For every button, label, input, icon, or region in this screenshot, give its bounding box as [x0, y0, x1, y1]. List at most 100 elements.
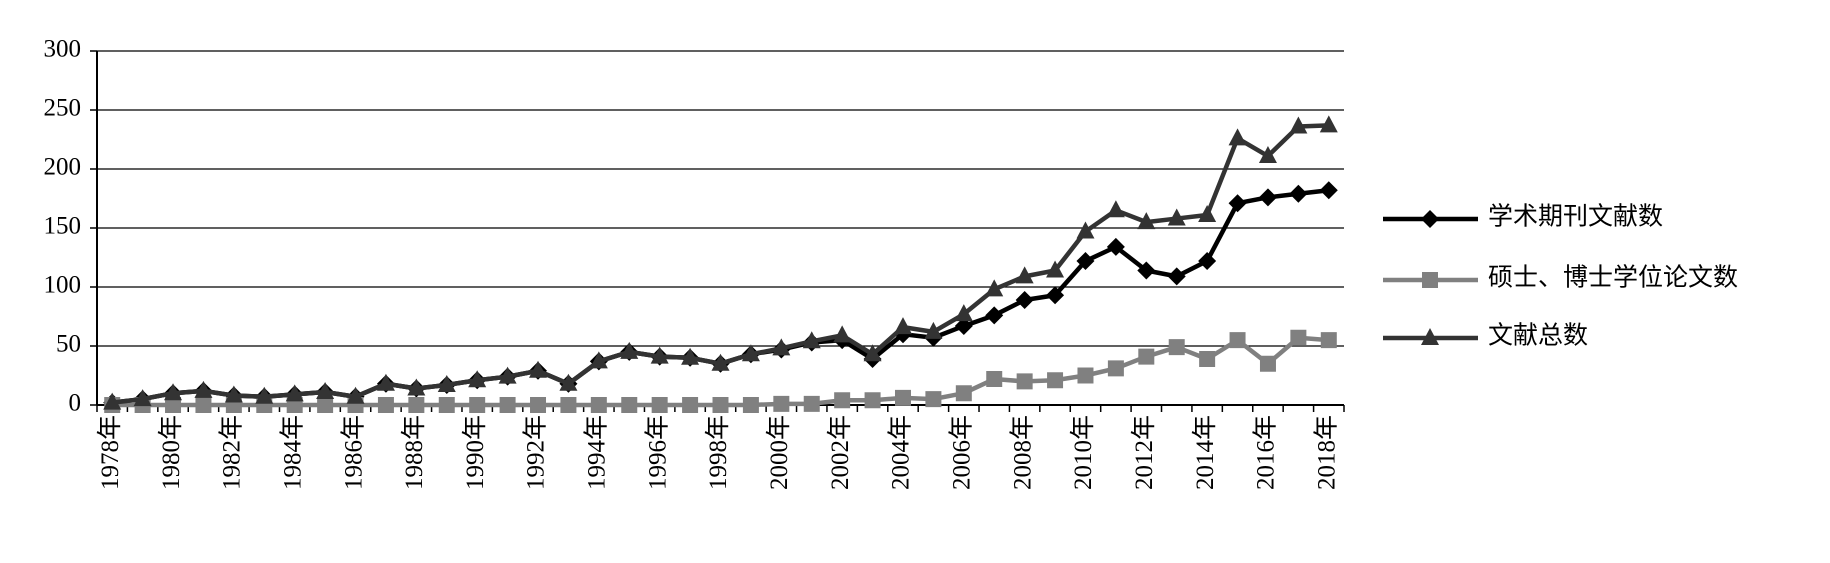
x-tick-label: 2002年 — [826, 415, 854, 490]
point — [833, 325, 852, 343]
point — [682, 397, 699, 413]
point — [893, 317, 912, 335]
point — [864, 392, 881, 409]
y-tick-label: 300 — [44, 36, 82, 63]
point — [1228, 194, 1247, 213]
point — [1137, 212, 1156, 230]
point — [195, 397, 212, 413]
point — [559, 373, 578, 391]
point — [408, 397, 425, 413]
y-tick-label: 0 — [69, 390, 82, 417]
point — [711, 353, 730, 371]
point — [1137, 261, 1156, 280]
x-tick-label: 1990年 — [461, 415, 489, 490]
point — [316, 382, 335, 400]
point — [468, 370, 487, 388]
point — [834, 392, 851, 409]
point — [164, 383, 183, 401]
point — [773, 395, 790, 412]
point — [194, 380, 213, 398]
point — [985, 306, 1004, 325]
point — [712, 397, 729, 413]
point — [741, 344, 760, 362]
point — [103, 392, 122, 410]
point — [650, 346, 669, 364]
x-tick-label: 2006年 — [948, 415, 976, 490]
x-tick-label: 1984年 — [278, 415, 306, 490]
point — [1258, 146, 1277, 164]
point — [1199, 350, 1216, 367]
x-tick-label: 2014年 — [1191, 415, 1219, 490]
point — [986, 371, 1003, 388]
point — [894, 389, 911, 406]
point — [620, 341, 639, 359]
x-tick-label: 1986年 — [339, 415, 367, 490]
x-tick-label: 2012年 — [1130, 415, 1158, 490]
point — [377, 397, 394, 413]
point — [681, 347, 700, 365]
legend-item: 文献总数 — [1383, 322, 1588, 350]
point — [1016, 373, 1033, 390]
point — [772, 338, 791, 356]
y-tick-label: 150 — [44, 213, 82, 240]
point — [529, 360, 548, 378]
point — [1106, 237, 1125, 256]
point — [1076, 221, 1095, 239]
point — [1015, 266, 1034, 284]
point — [499, 397, 516, 413]
point — [437, 374, 456, 392]
x-tick-label: 1978年 — [96, 415, 124, 490]
point — [376, 373, 395, 391]
point — [954, 304, 973, 322]
legend-label: 学术期刊文献数 — [1488, 203, 1663, 231]
point — [985, 279, 1004, 297]
point — [1167, 208, 1186, 226]
series — [103, 181, 1338, 412]
series — [104, 329, 1337, 413]
point — [1319, 115, 1338, 133]
x-tick-label: 2004年 — [887, 415, 915, 490]
point — [803, 395, 820, 412]
point — [407, 378, 426, 396]
point — [1015, 290, 1034, 309]
point — [651, 397, 668, 413]
point — [742, 397, 759, 413]
legend-item: 硕士、博士学位论文数 — [1383, 264, 1738, 292]
y-tick-label: 100 — [44, 272, 82, 299]
legend-label: 文献总数 — [1488, 322, 1588, 350]
point — [1106, 200, 1125, 218]
point — [1077, 367, 1094, 384]
x-tick-label: 1982年 — [218, 415, 246, 490]
point — [469, 397, 486, 413]
point — [133, 389, 152, 407]
series — [103, 115, 1338, 410]
legend-marker — [1422, 272, 1438, 288]
point — [530, 397, 547, 413]
point — [1258, 188, 1277, 207]
point — [498, 366, 517, 384]
x-tick-label: 2000年 — [765, 415, 793, 490]
point — [1290, 329, 1307, 346]
x-tick-label: 1980年 — [157, 415, 185, 490]
point — [1076, 252, 1095, 271]
point — [1320, 332, 1337, 349]
x-tick-label: 1998年 — [704, 415, 732, 490]
point — [955, 385, 972, 402]
y-tick-label: 50 — [56, 331, 81, 358]
point — [1259, 355, 1276, 372]
point — [925, 391, 942, 408]
point — [1046, 286, 1065, 305]
point — [1289, 184, 1308, 203]
point — [1167, 267, 1186, 286]
point — [1047, 372, 1064, 389]
legend-label: 硕士、博士学位论文数 — [1488, 264, 1738, 292]
legend-item: 学术期刊文献数 — [1383, 203, 1663, 231]
point — [1138, 348, 1155, 365]
x-tick-label: 1994年 — [583, 415, 611, 490]
point — [1229, 332, 1246, 349]
point — [346, 386, 365, 404]
point — [590, 397, 607, 413]
x-tick-label: 2008年 — [1008, 415, 1036, 490]
